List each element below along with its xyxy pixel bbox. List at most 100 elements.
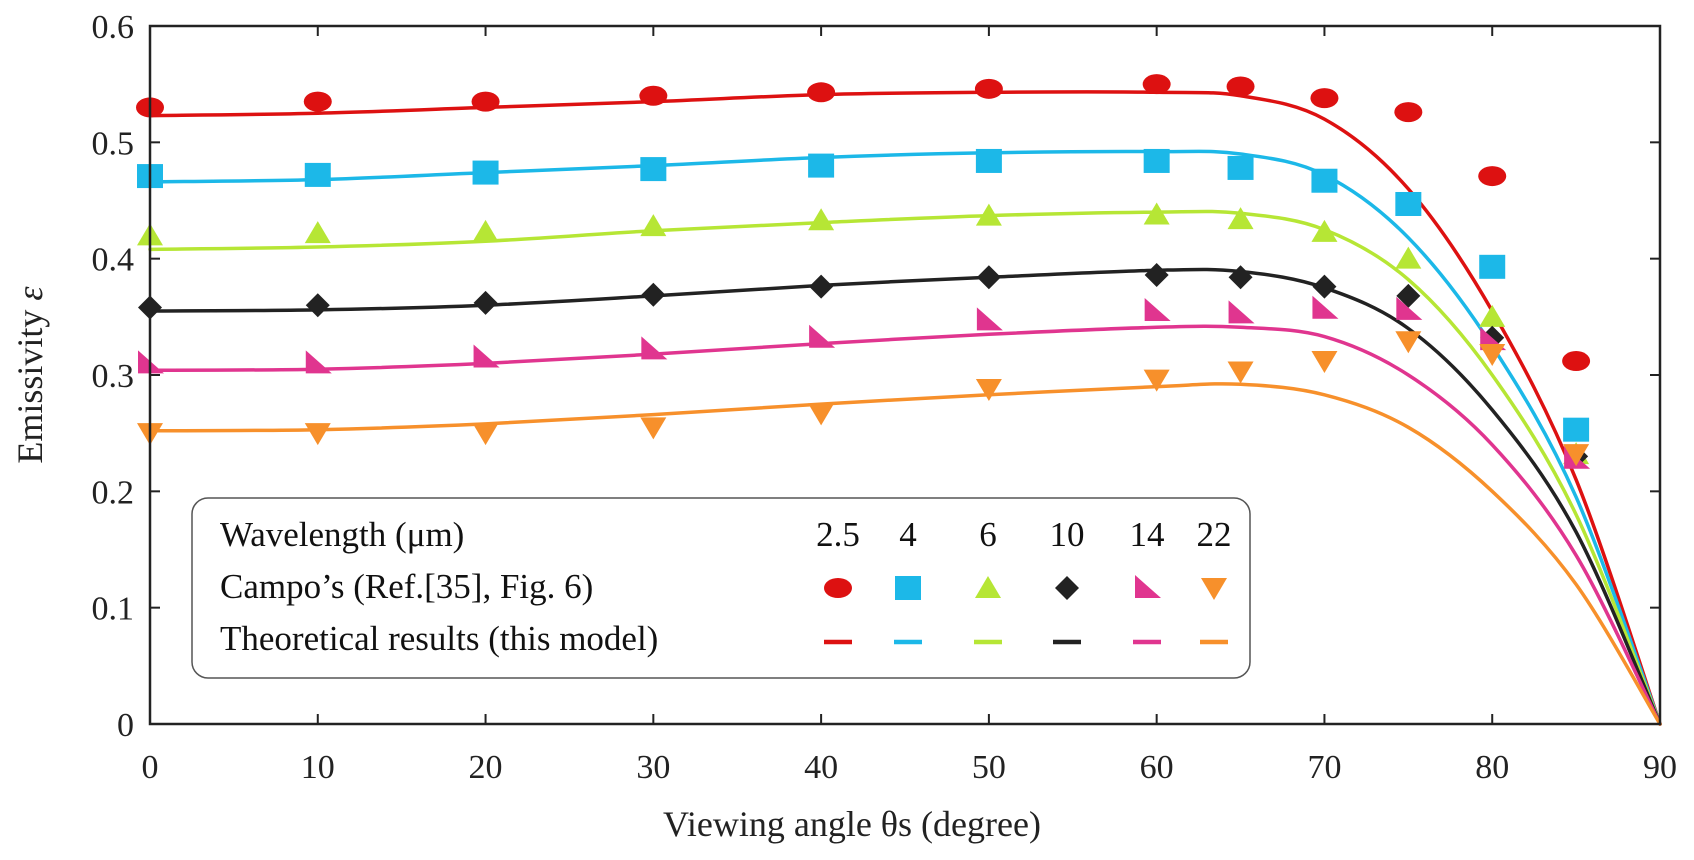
data-point-10um: [976, 265, 1001, 290]
data-point-2_5um: [303, 91, 332, 112]
x-tick-label: 90: [1643, 749, 1677, 786]
y-axis-title: Emissivity ε: [10, 286, 50, 464]
data-point-6um: [472, 219, 499, 242]
data-point-6um: [808, 208, 835, 231]
y-axis-title-text: Emissivity: [10, 301, 50, 464]
data-point-22um: [1311, 351, 1338, 374]
data-point-4um: [472, 160, 499, 185]
legend-header-label: Wavelength (μm): [220, 515, 464, 554]
legend-marker-22um: [1201, 578, 1227, 600]
x-tick-label: 70: [1307, 749, 1341, 786]
data-point-2_5um: [807, 82, 836, 103]
data-point-4um: [1143, 148, 1170, 173]
data-point-4um: [640, 157, 667, 182]
data-point-10um: [473, 290, 498, 315]
campo-data-markers: [136, 74, 1591, 469]
data-point-14um: [1312, 295, 1339, 319]
data-point-2_5um: [1478, 166, 1507, 187]
data-point-10um: [809, 274, 834, 299]
data-point-6um: [304, 221, 331, 244]
data-point-2_5um: [1562, 351, 1591, 372]
legend-wavelength-4: 4: [899, 515, 917, 554]
data-point-22um: [640, 417, 667, 440]
legend-entries: 2.5 4 6 10 14 22: [816, 515, 1232, 645]
y-tick-label: 0.3: [92, 358, 135, 395]
legend-wavelength-2_5: 2.5: [816, 515, 860, 554]
data-point-2_5um: [471, 91, 500, 112]
data-point-6um: [1479, 304, 1506, 327]
y-tick-label: 0.2: [92, 474, 135, 511]
data-point-2_5um: [639, 85, 668, 106]
x-tick-label: 40: [804, 749, 838, 786]
data-point-10um: [641, 282, 666, 307]
legend-marker-2_5um: [824, 578, 852, 598]
data-point-10um: [1396, 283, 1421, 308]
data-point-22um: [808, 403, 835, 426]
data-point-4um: [304, 162, 331, 187]
data-point-6um: [640, 214, 667, 237]
legend-wavelength-14: 14: [1130, 515, 1165, 554]
data-point-14um: [641, 336, 668, 360]
legend-box: [191, 497, 1251, 679]
data-point-22um: [1227, 361, 1254, 384]
data-point-4um: [1311, 168, 1338, 193]
y-tick-label: 0.1: [92, 591, 135, 628]
data-point-2_5um: [1226, 76, 1255, 97]
y-tick-label: 0.5: [92, 125, 135, 162]
data-point-4um: [1563, 417, 1590, 442]
data-point-6um: [1227, 207, 1254, 230]
data-point-22um: [472, 423, 499, 446]
legend-marker-6um: [975, 576, 1001, 598]
data-point-2_5um: [1394, 102, 1423, 123]
data-point-6um: [1311, 219, 1338, 242]
data-point-4um: [975, 148, 1002, 173]
data-point-4um: [1479, 254, 1506, 279]
legend-wavelength-22: 22: [1197, 515, 1232, 554]
data-point-4um: [1395, 191, 1422, 216]
legend-marker-4um: [895, 576, 921, 600]
y-axis-title-symbol: ε: [10, 286, 50, 301]
data-point-10um: [305, 293, 330, 318]
x-tick-label: 10: [301, 749, 335, 786]
axis-ticks: 0 10 20 30 40 50 60 70 80 90 0 0.1 0.2 0.3 0.4 0.5 0.6: [92, 9, 1678, 786]
data-point-22um: [304, 423, 331, 446]
data-point-6um: [1395, 246, 1422, 269]
data-point-22um: [1395, 331, 1422, 354]
data-point-10um: [1228, 265, 1253, 290]
legend-wavelength-6: 6: [979, 515, 997, 554]
data-point-14um: [473, 344, 500, 368]
legend-lines-label: Theoretical results (this model): [220, 619, 658, 658]
x-tick-label: 80: [1475, 749, 1509, 786]
curve-22um: [148, 382, 1662, 726]
x-tick-label: 20: [469, 749, 503, 786]
data-point-14um: [809, 324, 836, 348]
data-point-14um: [1228, 300, 1255, 324]
data-point-10um: [1312, 274, 1337, 299]
data-point-2_5um: [974, 78, 1003, 99]
data-point-22um: [1143, 369, 1170, 392]
data-point-22um: [1563, 444, 1590, 467]
data-point-14um: [1396, 296, 1423, 320]
data-point-10um: [1144, 262, 1169, 287]
data-point-6um: [1143, 202, 1170, 225]
data-point-4um: [808, 153, 835, 178]
data-point-22um: [1479, 344, 1506, 367]
x-tick-label: 30: [636, 749, 670, 786]
data-point-4um: [1227, 155, 1254, 180]
data-point-14um: [305, 350, 332, 374]
data-point-2_5um: [1310, 88, 1339, 109]
legend-wavelength-10: 10: [1050, 515, 1085, 554]
y-tick-label: 0.6: [92, 9, 135, 46]
x-tick-label: 0: [142, 749, 159, 786]
data-point-14um: [1144, 298, 1171, 322]
y-tick-label: 0: [117, 707, 134, 744]
data-point-2_5um: [1142, 74, 1171, 95]
legend-marker-14um: [1135, 575, 1161, 598]
x-tick-label: 50: [972, 749, 1006, 786]
data-point-6um: [975, 203, 1002, 226]
x-tick-label: 60: [1140, 749, 1174, 786]
legend-markers-label: Campo’s (Ref.[35], Fig. 6): [220, 567, 593, 606]
y-tick-label: 0.4: [92, 242, 135, 279]
legend: Wavelength (μm) Campo’s (Ref.[35], Fig. …: [191, 497, 1251, 679]
